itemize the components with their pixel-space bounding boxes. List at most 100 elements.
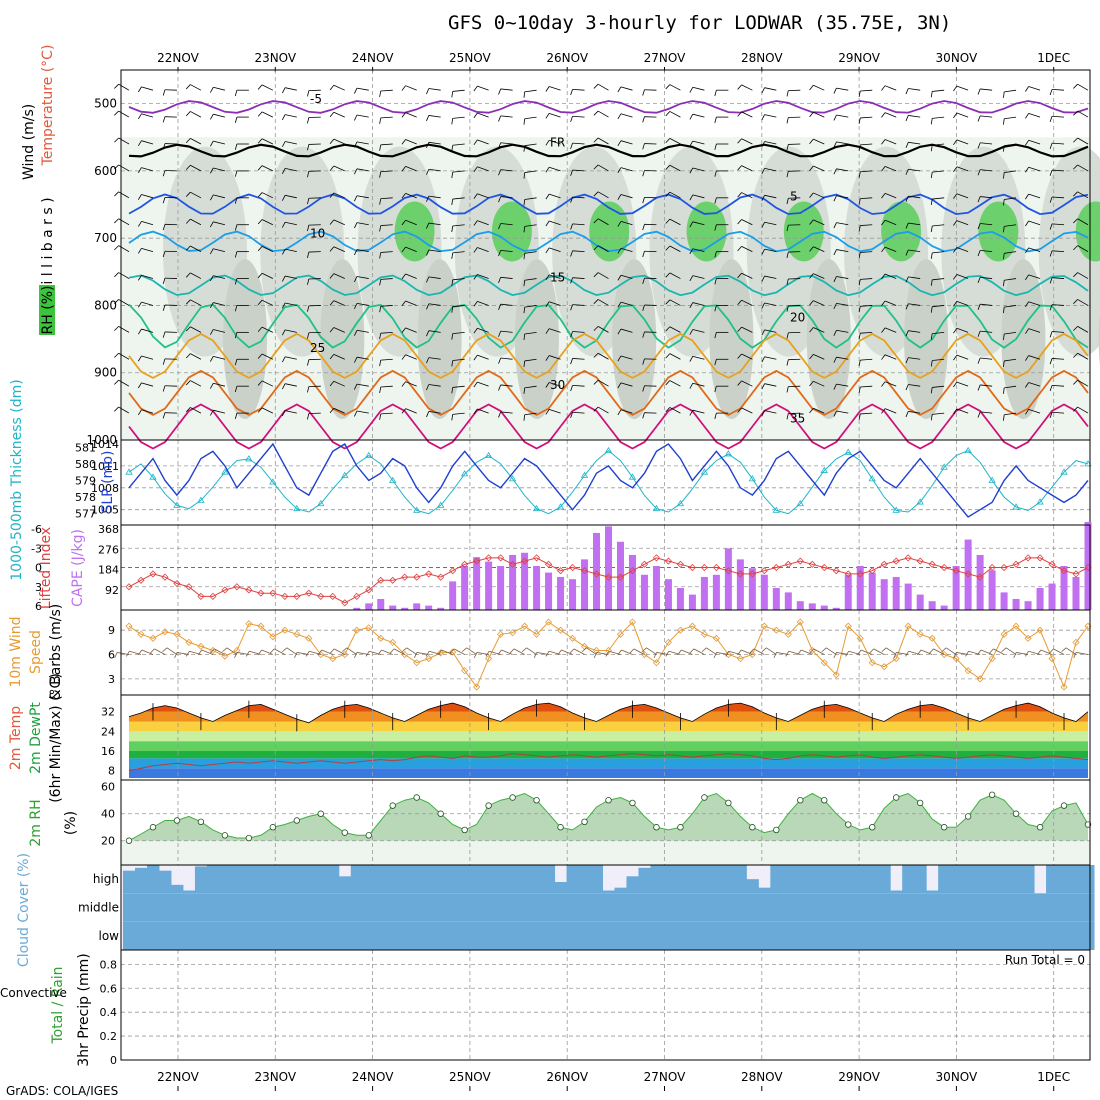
cape-bar: [473, 557, 481, 610]
upper-wind-barb: [860, 358, 873, 361]
upper-wind-barb: [477, 274, 489, 279]
upper-wind-barb: [884, 354, 897, 360]
upper-wind-barb-flag: [1025, 166, 1029, 173]
wind-barb: [945, 647, 957, 655]
cloud-bar-high: [938, 865, 951, 894]
upper-wind-barb-flag: [162, 251, 166, 258]
temp-band: [129, 751, 1088, 759]
upper-wind-barb: [405, 273, 417, 279]
upper-wind-barb-flag: [234, 412, 238, 419]
upper-wind-barb-flag: [642, 116, 645, 123]
upper-wind-barb-flag: [451, 145, 454, 152]
cloud-bar-low: [758, 921, 771, 950]
upper-wind-barb: [836, 114, 849, 118]
wind-barb: [274, 648, 286, 655]
upper-wind-barb: [500, 223, 513, 226]
cloud-bar-middle: [194, 893, 208, 922]
upper-wind-barb-flag: [833, 357, 837, 363]
rh-low-band: [121, 840, 1090, 865]
upper-wind-barb-flag: [379, 333, 382, 340]
upper-wind-barb: [597, 299, 609, 306]
upper-wind-barb-flag: [1025, 355, 1029, 361]
cloud-bar-low: [818, 921, 831, 950]
upper-wind-barb-flag: [379, 386, 382, 393]
upper-wind-barb: [118, 352, 130, 360]
lifted-index-point: [149, 570, 157, 578]
wind10m-barbs-label: & Barbs (m/s): [48, 604, 64, 701]
upper-wind-barb-flag: [162, 89, 166, 96]
lifted-index-point: [736, 570, 744, 578]
upper-wind-barb: [428, 384, 441, 387]
wind-barb: [741, 649, 753, 655]
upper-wind-barb-flag: [977, 196, 981, 203]
upper-wind-barb-flag: [162, 331, 166, 338]
wind-barb-flag: [1036, 649, 1042, 656]
upper-wind-barb: [956, 220, 969, 226]
upper-wind-barb: [980, 276, 993, 279]
wind-barb-flag: [425, 651, 430, 657]
upper-wind-barb-flag: [234, 224, 238, 231]
upper-wind-barb-flag: [545, 247, 550, 254]
cloud-bar-high: [434, 865, 448, 894]
wind-barb-flag: [893, 652, 897, 659]
wind-barb: [1076, 652, 1089, 655]
lifted-index-point: [473, 557, 481, 565]
wind-barb: [646, 647, 657, 655]
top-date-25NOV: 25NOV: [449, 51, 491, 65]
wind-barb: [416, 652, 429, 655]
upper-wind-barb-flag: [858, 198, 861, 205]
upper-wind-barb: [190, 380, 202, 387]
wind-speed-point: [556, 626, 565, 634]
wind-barb-flag: [329, 648, 335, 654]
upper-wind-barb-flag: [1003, 280, 1005, 287]
bottom-date-22NOV: 22NOV: [157, 1070, 199, 1084]
upper-wind-barb: [620, 167, 633, 172]
cloud-bar-low: [926, 921, 939, 950]
upper-wind-barb: [1028, 409, 1041, 414]
upper-wind-barb: [669, 191, 681, 199]
cloud-bar-low: [542, 921, 556, 950]
upper-wind-barb: [741, 84, 753, 91]
upper-wind-barb-flag: [282, 356, 286, 363]
upper-wind-barb: [452, 412, 465, 415]
upper-wind-barb-flag: [401, 300, 406, 306]
upper-wind-barb: [1052, 169, 1065, 172]
wind-barb-flag: [881, 647, 887, 653]
rh-point: [1036, 824, 1044, 831]
cloud-bar-high: [314, 865, 328, 894]
upper-wind-barb: [908, 88, 921, 91]
wind-speed-point: [928, 634, 936, 642]
upper-wind-barb: [500, 88, 513, 91]
upper-wind-barb-flag: [761, 168, 765, 174]
upper-wind-barb-flag: [329, 85, 335, 91]
upper-wind-barb-flag: [257, 380, 263, 386]
wind-barb: [1053, 648, 1065, 655]
upper-wind-barb: [980, 115, 993, 118]
upper-wind-barb-flag: [354, 87, 358, 94]
lifted-index-point: [161, 573, 169, 581]
upper-wind-barb-flag: [185, 407, 191, 413]
cloud-bar-middle: [998, 893, 1011, 922]
rh-point: [269, 824, 277, 831]
upper-wind-barb: [764, 87, 777, 91]
upper-wind-barb: [285, 302, 297, 306]
upper-wind-barb: [980, 196, 993, 199]
rh-point: [988, 791, 996, 799]
temp-contour-FR: [128, 143, 1089, 158]
upper-wind-barb: [213, 355, 225, 360]
upper-wind-barb-flag: [1049, 358, 1053, 365]
upper-wind-barb: [452, 224, 465, 227]
upper-wind-barb-flag: [570, 169, 573, 176]
wind-tick-6: 6: [108, 649, 115, 662]
upper-wind-barb: [1028, 166, 1041, 172]
upper-wind-barb-flag: [138, 328, 142, 335]
lifted-index-axis-label: Lifted Index: [38, 527, 54, 609]
upper-wind-barb-flag: [498, 330, 502, 337]
upper-wind-barb-flag: [451, 91, 454, 98]
cloud-bar-low: [722, 921, 735, 950]
cloud-bar-high: [818, 865, 831, 894]
wind-barb-flag: [413, 652, 418, 659]
upper-wind-barb-flag: [953, 354, 958, 361]
bottom-date-23NOV: 23NOV: [254, 1070, 296, 1084]
